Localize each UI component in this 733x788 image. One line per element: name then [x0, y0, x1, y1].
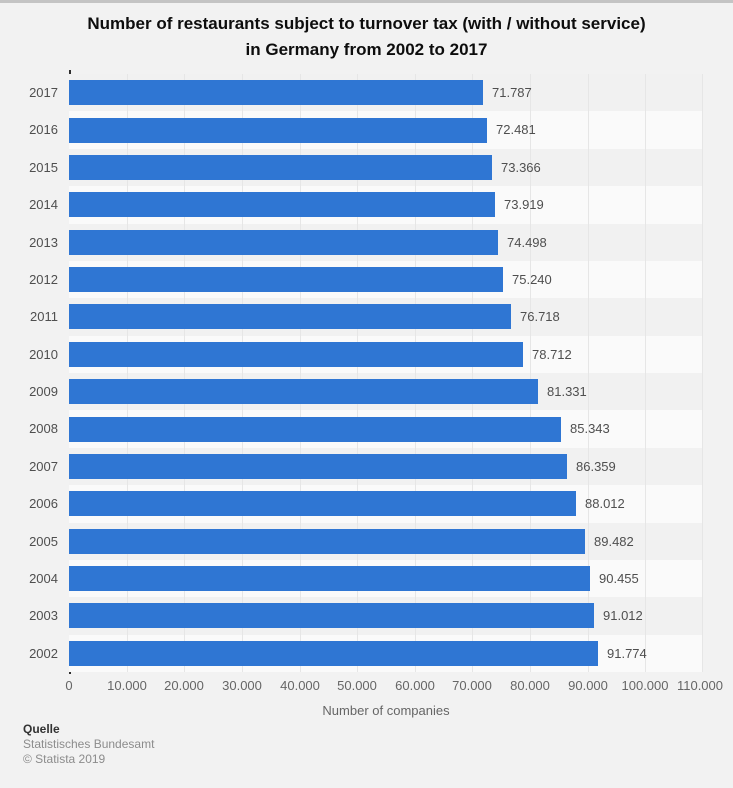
chart-title: Number of restaurants subject to turnove… [0, 11, 733, 63]
bar-2012 [69, 267, 503, 293]
gridline-80000 [530, 74, 531, 672]
category-label-2012: 2012 [29, 271, 58, 287]
value-label-2013: 74.498 [507, 234, 547, 250]
value-label-2003: 91.012 [603, 608, 643, 624]
x-tick-10.000: 10.000 [107, 678, 147, 693]
category-label-2002: 2002 [29, 645, 58, 661]
category-label-2015: 2015 [29, 159, 58, 175]
bar-2010 [69, 341, 523, 367]
x-axis-title: Number of companies [322, 703, 450, 718]
x-tick-0: 0 [65, 678, 73, 693]
gridline-70000 [472, 74, 473, 672]
gridline-20000 [184, 74, 185, 672]
category-label-2017: 2017 [29, 85, 58, 100]
bar-2006 [69, 491, 576, 517]
bar-2011 [69, 304, 511, 330]
bar-2005 [69, 528, 585, 554]
value-label-2010: 78.712 [532, 346, 572, 362]
bar-2015 [69, 154, 492, 180]
x-tick-50.000: 50.000 [337, 678, 377, 693]
gridline-30000 [242, 74, 243, 672]
category-label-2013: 2013 [29, 234, 58, 250]
x-tick-60.000: 60.000 [395, 678, 435, 693]
value-label-2004: 90.455 [599, 570, 639, 586]
gridline-50000 [357, 74, 358, 672]
category-label-2006: 2006 [29, 496, 58, 512]
x-tick-20.000: 20.000 [164, 678, 204, 693]
bar-2013 [69, 229, 498, 255]
gridline-100000 [645, 74, 646, 672]
value-label-2017: 71.787 [492, 85, 532, 100]
x-tick-40.000: 40.000 [280, 678, 320, 693]
plot-area: 71.787 72.481 73.366 73.919 74.498 75.240 76.7… [69, 70, 703, 674]
value-label-2012: 75.240 [512, 271, 552, 287]
bar-2007 [69, 453, 567, 479]
category-label-2005: 2005 [29, 533, 58, 549]
window-top-edge [0, 0, 733, 3]
value-label-2007: 86.359 [576, 458, 616, 474]
copyright-notice: © Statista 2019 [23, 752, 106, 766]
x-tick-90.000: 90.000 [568, 678, 608, 693]
gridline-110000 [702, 74, 703, 672]
gridline-10000 [127, 74, 128, 672]
y-axis-category-labels: 2017 2016 2015 2014 2013 2012 2011 2010 2009 2008… [0, 74, 58, 672]
gridline-60000 [415, 74, 416, 672]
bar-2008 [69, 416, 561, 442]
gridline-40000 [300, 74, 301, 672]
x-tick-110.000: 110.000 [676, 678, 723, 693]
chart-footer: Quelle Statistisches Bundesamt © Statist… [23, 722, 154, 767]
x-axis-tick-labels: 0 10.000 20.000 30.000 40.000 50.000 60.000 70.… [65, 678, 733, 694]
chart-title-line1: Number of restaurants subject to turnove… [87, 14, 646, 33]
x-tick-70.000: 70.000 [452, 678, 492, 693]
bar-2004 [69, 566, 590, 592]
category-label-2003: 2003 [29, 608, 58, 624]
category-label-2009: 2009 [29, 384, 58, 399]
chart-title-line2: in Germany from 2002 to 2017 [245, 40, 488, 59]
value-label-2005: 89.482 [594, 533, 634, 549]
category-label-2008: 2008 [29, 421, 58, 437]
category-label-2014: 2014 [29, 197, 58, 213]
category-label-2004: 2004 [29, 570, 58, 586]
category-label-2011: 2011 [30, 309, 58, 325]
bar-2014 [69, 192, 495, 218]
value-label-2002: 91.774 [607, 645, 647, 661]
source-name: Statistisches Bundesamt [23, 737, 155, 751]
value-label-2011: 76.718 [520, 309, 560, 325]
value-label-2014: 73.919 [504, 197, 544, 213]
x-tick-80.000: 80.000 [510, 678, 550, 693]
value-label-2016: 72.481 [496, 122, 536, 138]
bar-2009 [69, 379, 538, 405]
category-label-2010: 2010 [29, 346, 58, 362]
x-tick-100.000: 100.000 [621, 678, 669, 693]
value-label-2006: 88.012 [585, 496, 625, 512]
bar-2003 [69, 603, 594, 629]
bar-2002 [69, 640, 598, 666]
value-label-2015: 73.366 [501, 159, 541, 175]
value-label-2009: 81.331 [547, 384, 587, 399]
bar-2017 [69, 80, 483, 106]
source-label: Quelle [23, 722, 60, 736]
category-label-2016: 2016 [29, 122, 58, 138]
gridline-90000 [588, 74, 589, 672]
value-label-2008: 85.343 [570, 421, 610, 437]
bar-2016 [69, 117, 487, 143]
x-tick-30.000: 30.000 [222, 678, 262, 693]
category-label-2007: 2007 [29, 458, 58, 474]
